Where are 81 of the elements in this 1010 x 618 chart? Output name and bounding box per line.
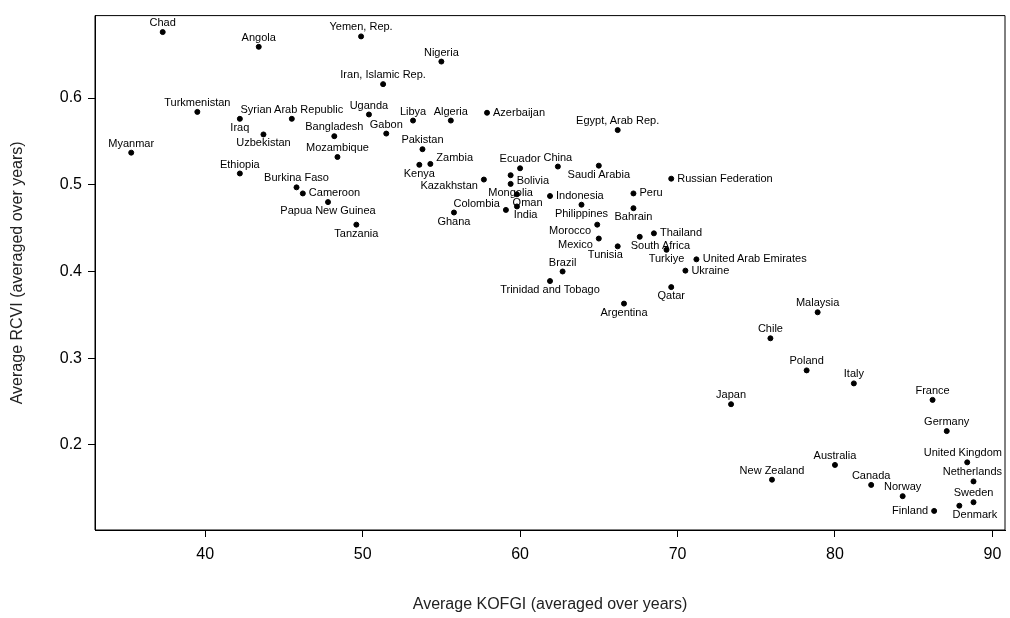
y-axis-title: Average RCVI (averaged over years)	[8, 141, 26, 405]
data-label: Japan	[716, 388, 747, 401]
data-label: Russian Federation	[677, 171, 773, 184]
data-label: Chad	[149, 16, 176, 29]
y-tick-label: 0.6	[59, 88, 83, 106]
data-label: Gabon	[369, 117, 403, 130]
data-label: Malaysia	[795, 296, 841, 309]
data-label: Germany	[924, 415, 970, 428]
data-label: Yemen, Rep.	[329, 20, 393, 33]
data-label: Colombia	[453, 196, 501, 209]
data-label: Bolivia	[516, 174, 550, 187]
data-label: Kazakhstan	[420, 178, 478, 191]
data-label: Bangladesh	[305, 120, 364, 133]
data-label: Ethiopia	[219, 157, 261, 170]
data-label: Iran, Islamic Rep.	[340, 68, 426, 81]
y-tick-label: 0.3	[59, 348, 83, 366]
x-tick-label: 80	[826, 545, 844, 563]
data-label: Nigeria	[423, 45, 460, 58]
data-label: Syrian Arab Republic	[240, 102, 344, 115]
data-label: Bahrain	[614, 210, 653, 223]
data-label: Papua New Guinea	[280, 204, 377, 217]
data-label: Tanzania	[334, 226, 380, 239]
data-label: Philippines	[554, 206, 609, 219]
data-label: Tunisia	[587, 248, 624, 261]
data-label: Finland	[892, 503, 929, 516]
data-label: Cameroon	[308, 186, 361, 199]
data-label: Myanmar	[108, 136, 155, 149]
data-label: China	[543, 150, 574, 163]
data-label: Ukraine	[691, 263, 730, 276]
data-label: Libya	[399, 104, 428, 117]
data-label: Netherlands	[942, 465, 1003, 478]
data-label: Morocco	[549, 223, 592, 236]
data-label: Denmark	[952, 507, 998, 520]
x-tick-label: 90	[983, 545, 1002, 563]
data-label: Turkiye	[648, 251, 685, 264]
x-axis-title: Average KOFGI (averaged over years)	[412, 594, 688, 612]
data-label: Uzbekistan	[236, 136, 291, 149]
y-tick-label: 0.5	[59, 175, 83, 193]
data-label: Uganda	[349, 98, 390, 111]
data-label: Norway	[884, 480, 922, 493]
data-label: Algeria	[433, 104, 469, 117]
data-label: New Zealand	[739, 463, 805, 476]
data-label: Angola	[241, 30, 277, 43]
data-label: Argentina	[600, 305, 649, 318]
data-label: Poland	[789, 354, 824, 367]
data-label: Qatar	[657, 289, 686, 302]
data-label: Mexico	[557, 237, 593, 250]
data-label: France	[915, 383, 950, 396]
data-label: Australia	[813, 448, 858, 461]
data-label: United Kingdom	[923, 446, 1003, 459]
data-label: Canada	[851, 468, 892, 481]
x-tick-label: 70	[668, 545, 687, 563]
data-label: South Africa	[630, 238, 691, 251]
data-label: Mongolia	[488, 185, 534, 198]
data-label: Indonesia	[555, 189, 605, 202]
x-tick-label: 40	[196, 545, 215, 563]
data-label: Peru	[639, 186, 663, 199]
data-label: Azerbaijan	[493, 105, 545, 118]
data-label: Brazil	[548, 255, 577, 268]
data-label: India	[513, 208, 539, 221]
y-tick-label: 0.2	[59, 435, 83, 453]
data-label: Egypt, Arab Rep.	[576, 114, 660, 127]
x-tick-label: 50	[353, 545, 372, 563]
data-label: Kenya	[403, 166, 436, 179]
data-label: Sweden	[953, 486, 994, 499]
y-tick-label: 0.4	[59, 261, 83, 279]
data-label: Iraq	[230, 120, 250, 133]
x-tick-label: 60	[511, 545, 530, 563]
data-label: Mozambique	[305, 141, 369, 154]
data-label: Trinidad and Tobago	[500, 283, 600, 296]
data-label: Ecuador	[499, 152, 541, 165]
data-label: Ghana	[437, 214, 472, 227]
data-label: United Arab Emirates	[702, 252, 808, 265]
data-label: Chile	[757, 322, 783, 335]
data-label: Turkmenistan	[164, 95, 231, 108]
data-label: Italy	[843, 367, 865, 380]
data-label: Thailand	[659, 226, 703, 239]
data-label: Burkina Faso	[264, 171, 329, 184]
data-label: Saudi Arabia	[567, 167, 631, 180]
data-label: Zambia	[436, 150, 474, 163]
data-label: Pakistan	[401, 133, 444, 146]
